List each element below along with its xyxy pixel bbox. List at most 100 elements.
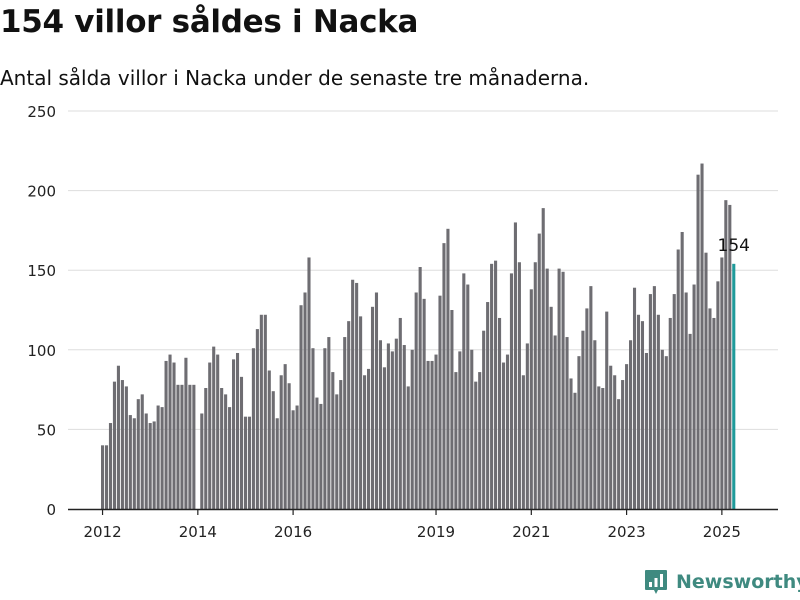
bar	[200, 413, 204, 509]
highlighted-bar	[732, 263, 736, 509]
bar	[315, 397, 319, 509]
bar	[295, 405, 299, 509]
bar	[454, 372, 458, 509]
bar	[549, 306, 553, 509]
bar	[224, 394, 228, 509]
bar	[581, 330, 585, 509]
bar	[160, 407, 164, 509]
bar	[585, 308, 589, 509]
bar	[541, 208, 545, 509]
bar	[410, 349, 414, 509]
bar	[366, 368, 371, 509]
bar	[128, 415, 132, 509]
bar	[577, 356, 581, 509]
bar	[716, 281, 720, 509]
bar	[398, 317, 402, 509]
bar	[331, 372, 335, 509]
bar	[323, 348, 327, 509]
bar	[104, 445, 109, 509]
bar	[458, 351, 462, 509]
bar	[589, 286, 593, 509]
bar	[625, 364, 629, 509]
bar	[378, 340, 382, 509]
bar	[632, 287, 637, 509]
bar	[617, 399, 621, 509]
bar	[148, 423, 152, 509]
bar	[112, 381, 117, 509]
bar	[644, 352, 648, 509]
bar	[605, 311, 609, 509]
bar	[652, 286, 656, 509]
bar	[525, 343, 529, 509]
bar	[172, 362, 176, 509]
bar	[156, 405, 160, 509]
bar	[303, 292, 307, 509]
bar	[565, 337, 569, 509]
bar	[513, 222, 517, 509]
bar	[124, 386, 128, 509]
y-tick-label: 150	[27, 262, 56, 280]
bar	[311, 348, 315, 509]
bar	[275, 418, 279, 509]
bar	[545, 268, 549, 509]
bar	[335, 394, 339, 509]
bar	[267, 370, 271, 509]
highlight-data-label: 154	[718, 236, 750, 256]
bar	[176, 384, 180, 509]
bar	[307, 257, 311, 509]
bar	[251, 348, 255, 509]
bar	[136, 399, 140, 509]
bar	[601, 388, 605, 509]
bar	[414, 292, 418, 509]
bar	[700, 163, 704, 509]
bar	[498, 317, 502, 509]
bar	[509, 273, 514, 509]
bar	[259, 314, 263, 509]
bar	[271, 391, 275, 509]
bar	[180, 384, 184, 509]
bar	[688, 333, 692, 509]
bar	[422, 298, 426, 509]
bar	[569, 378, 573, 509]
x-tick-label: 2023	[607, 523, 645, 541]
bar	[613, 375, 617, 509]
bar	[482, 330, 486, 509]
bar	[394, 338, 398, 509]
bar	[724, 200, 728, 510]
bar	[501, 362, 506, 509]
bar	[636, 314, 641, 509]
chart-title: 154 villor såldes i Nacka	[0, 4, 419, 40]
bar	[553, 335, 557, 509]
bar	[430, 360, 434, 509]
bar	[442, 243, 446, 510]
newsworthy-logo-icon	[645, 570, 667, 594]
bar	[696, 174, 700, 509]
x-tick-label: 2021	[512, 523, 550, 541]
bar	[390, 351, 394, 509]
chart-subtitle: Antal sålda villor i Nacka under de sena…	[0, 66, 590, 90]
bar	[232, 359, 236, 509]
bar	[438, 295, 442, 509]
bar	[533, 262, 537, 509]
bar	[327, 337, 331, 509]
bar	[168, 354, 172, 509]
bar	[144, 413, 148, 509]
bar	[291, 410, 295, 509]
bar	[486, 302, 490, 509]
bar	[609, 365, 613, 509]
bar	[339, 380, 343, 509]
bar	[228, 407, 232, 509]
bar	[494, 260, 498, 509]
bar	[660, 349, 664, 509]
bar	[557, 268, 561, 509]
bar	[355, 282, 359, 509]
bar	[426, 360, 430, 509]
bar	[343, 337, 347, 509]
newsworthy-brand[interactable]: Newsworthy	[644, 569, 800, 595]
bar	[386, 343, 390, 509]
bar	[120, 380, 124, 509]
x-tick-label: 2019	[417, 523, 455, 541]
bar	[672, 294, 676, 509]
x-tick-label: 2014	[179, 523, 217, 541]
bar	[728, 204, 732, 510]
